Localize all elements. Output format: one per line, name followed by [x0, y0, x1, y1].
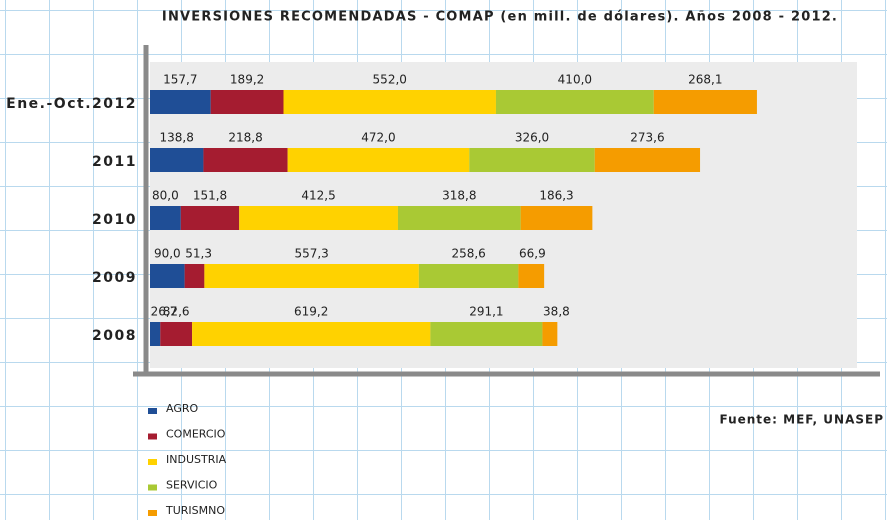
value-label: 186,3: [539, 189, 573, 203]
bar-segment: [150, 148, 204, 172]
bar-segment: [542, 322, 558, 346]
bar-segment: [518, 264, 545, 288]
category-label: Ene.-Oct.2012: [6, 96, 137, 112]
bar-segment: [239, 206, 398, 230]
value-label: 151,8: [193, 189, 227, 203]
category-label: 2009: [92, 270, 137, 286]
value-label: 26,7: [151, 305, 178, 319]
value-label: 412,5: [301, 189, 335, 203]
bar-segment: [150, 90, 211, 114]
value-label: 552,0: [373, 73, 407, 87]
legend-label: TURISMNO: [165, 504, 225, 517]
bar-segment: [594, 148, 701, 172]
value-label: 268,1: [688, 73, 722, 87]
value-label: 51,3: [185, 247, 212, 261]
bar-segment: [210, 90, 284, 114]
value-label: 326,0: [515, 131, 549, 145]
legend-swatch: [148, 459, 157, 465]
category-label: 2008: [92, 328, 137, 344]
value-label: 472,0: [361, 131, 395, 145]
legend-swatch: [148, 510, 157, 516]
value-label: 410,0: [558, 73, 592, 87]
legend-label: INDUSTRIA: [166, 453, 227, 466]
bar-segment: [160, 322, 193, 346]
value-label: 619,2: [294, 305, 328, 319]
value-label: 273,6: [630, 131, 664, 145]
value-label: 82,6: [163, 305, 190, 319]
legend-label: SERVICIO: [166, 479, 218, 492]
value-label: 557,3: [294, 247, 328, 261]
value-label: 90,0: [154, 247, 181, 261]
legend-label: AGRO: [166, 402, 198, 415]
bar-segment: [283, 90, 496, 114]
bar-segment: [430, 322, 543, 346]
value-label: 38,8: [543, 305, 570, 319]
bar-segment: [180, 206, 240, 230]
bar-segment: [184, 264, 205, 288]
bar-segment: [203, 148, 288, 172]
bar-segment: [495, 90, 654, 114]
value-label: 318,8: [442, 189, 476, 203]
bar-segment: [192, 322, 431, 346]
value-label: 138,8: [160, 131, 194, 145]
bar-segment: [653, 90, 757, 114]
bar-segment: [150, 206, 181, 230]
bar-segment: [204, 264, 419, 288]
source-note: Fuente: MEF, UNASEP: [719, 413, 884, 427]
value-label: 80,0: [152, 189, 179, 203]
bar-segment: [469, 148, 595, 172]
bar-segment: [520, 206, 593, 230]
legend-label: COMERCIO: [166, 428, 226, 441]
bar-segment: [150, 322, 161, 346]
bar-segment: [150, 264, 185, 288]
bar-segment: [397, 206, 521, 230]
value-label: 66,9: [519, 247, 546, 261]
chart-title: INVERSIONES RECOMENDADAS - COMAP (en mil…: [162, 10, 838, 25]
legend-swatch: [148, 408, 157, 414]
value-label: 189,2: [230, 73, 264, 87]
category-label: 2011: [92, 154, 137, 170]
value-label: 291,1: [469, 305, 503, 319]
legend-swatch: [148, 484, 157, 491]
category-label: 2010: [92, 212, 137, 228]
bar-segment: [287, 148, 470, 172]
value-label: 218,8: [228, 131, 262, 145]
value-label: 157,7: [163, 73, 197, 87]
legend-swatch: [148, 433, 157, 440]
bar-segment: [418, 264, 519, 288]
value-label: 258,6: [451, 247, 485, 261]
